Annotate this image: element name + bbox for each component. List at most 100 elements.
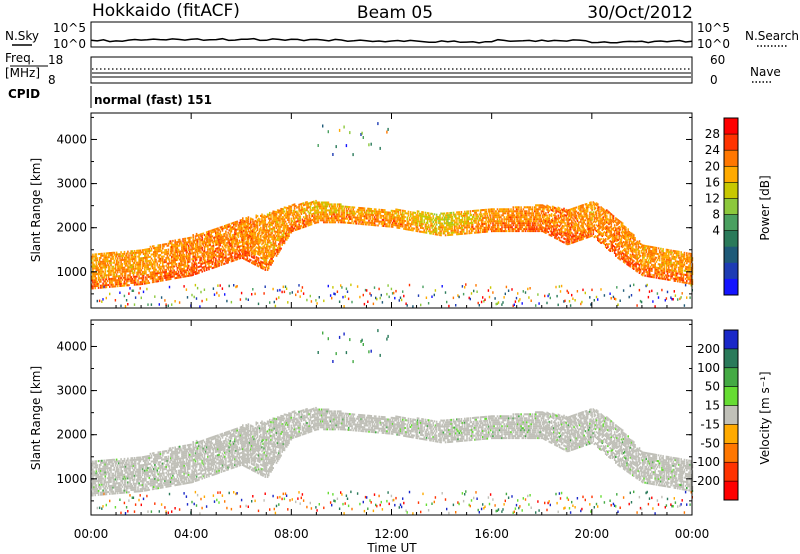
power-cell — [207, 248, 209, 251]
power-cell — [233, 259, 235, 262]
power-cell — [446, 222, 448, 225]
power-cell — [105, 266, 108, 269]
power-cell — [327, 130, 329, 134]
power-cell — [220, 238, 223, 241]
power-cell — [515, 220, 518, 223]
power-cell — [238, 229, 241, 232]
power-cell — [415, 226, 418, 228]
power-cell — [141, 279, 144, 281]
power-cell — [109, 292, 111, 296]
power-cell — [156, 280, 158, 283]
power-cell — [495, 230, 498, 233]
power-cell — [234, 249, 236, 252]
power-cell — [174, 263, 176, 266]
power-cell — [94, 275, 96, 278]
power-cell — [492, 230, 494, 233]
power-cell — [156, 270, 158, 273]
power-cell — [504, 222, 507, 225]
power-cell — [488, 218, 491, 221]
power-cell — [101, 300, 103, 303]
power-cell — [167, 266, 170, 269]
power-cell — [298, 203, 300, 206]
power-cell — [526, 218, 528, 221]
power-cell — [429, 226, 431, 229]
power-cell — [196, 248, 199, 251]
power-cell — [210, 245, 212, 248]
power-cell — [274, 220, 277, 223]
power-cell — [308, 212, 311, 215]
power-cell — [243, 223, 245, 226]
power-cell — [181, 264, 183, 267]
power-cell — [542, 210, 545, 213]
power-cell — [317, 203, 320, 206]
power-cell — [165, 253, 167, 255]
power-cell — [156, 252, 158, 255]
power-cell — [105, 260, 108, 263]
power-cell — [254, 263, 256, 266]
power-cell — [433, 213, 436, 216]
power-cell — [247, 240, 250, 243]
power-cell — [559, 231, 562, 234]
power-cell — [218, 240, 220, 243]
power-cell — [173, 245, 175, 248]
power-cell — [393, 218, 395, 220]
power-cell — [256, 238, 259, 241]
power-cell — [291, 226, 294, 229]
power-cell — [266, 231, 269, 234]
power-cell — [486, 216, 489, 219]
nsky-tick-bottom: 10^0 — [53, 37, 86, 51]
power-cell — [225, 226, 227, 229]
power-cell — [536, 228, 538, 231]
power-cell — [526, 206, 528, 209]
power-cell — [530, 214, 533, 217]
power-cell — [221, 259, 224, 262]
power-cell — [104, 284, 107, 287]
power-cell — [258, 240, 261, 243]
power-cell — [460, 219, 463, 221]
power-cell — [425, 213, 428, 216]
power-cell — [164, 271, 166, 274]
power-cell — [354, 218, 357, 221]
power-cell — [249, 249, 252, 252]
power-cell — [220, 236, 223, 239]
power-cell — [328, 211, 331, 214]
power-cell — [189, 248, 191, 251]
power-cell — [272, 216, 274, 219]
power-cell — [447, 232, 449, 235]
power-cell — [526, 216, 528, 219]
power-cell — [191, 270, 193, 273]
power-cell — [180, 266, 182, 269]
power-cell — [146, 266, 148, 269]
power-cell — [441, 216, 444, 219]
power-cell — [334, 215, 336, 218]
power-cell — [352, 212, 354, 215]
power-cell — [125, 262, 128, 265]
power-cell — [228, 284, 230, 288]
power-cell — [182, 263, 184, 266]
power-cell — [207, 256, 209, 259]
power-cell — [341, 213, 343, 216]
power-cell — [269, 301, 271, 304]
power-cell — [295, 211, 297, 213]
power-cell — [207, 254, 209, 257]
power-cell — [528, 206, 530, 209]
power-cell — [388, 295, 390, 299]
power-cell — [217, 229, 219, 232]
power-cell — [262, 230, 264, 232]
power-cell — [285, 216, 288, 219]
power-cell — [153, 251, 155, 254]
power-cell — [443, 212, 446, 215]
power-cell — [450, 217, 453, 220]
power-cell — [134, 279, 137, 282]
power-cell — [115, 251, 118, 254]
power-cell — [153, 279, 155, 281]
power-cell — [480, 219, 483, 222]
power-cell — [350, 212, 352, 215]
power-cell — [204, 255, 207, 258]
power-cell — [264, 231, 267, 234]
power-cell — [388, 221, 391, 224]
power-cell — [238, 221, 241, 224]
power-cell — [562, 211, 564, 214]
power-cell — [337, 221, 340, 224]
power-cell — [320, 211, 323, 214]
